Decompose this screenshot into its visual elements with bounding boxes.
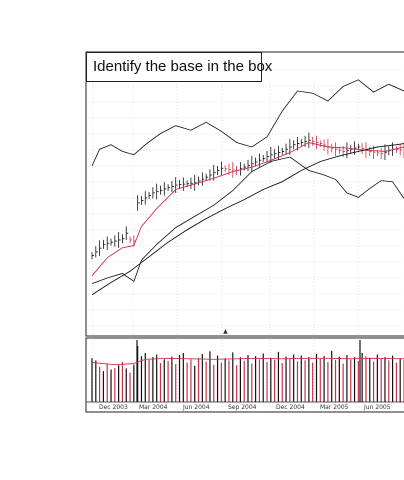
price-bar (182, 177, 186, 191)
chart-title: Identify the base in the box (86, 52, 272, 82)
volume-moving-average (91, 357, 404, 366)
price-bar (293, 140, 296, 150)
grid-lines (86, 69, 404, 412)
price-bar (259, 153, 262, 167)
x-tick-label: Sep 2004 (228, 404, 257, 411)
price-bar (232, 162, 235, 178)
price-bar (201, 172, 205, 186)
lower-band-line (91, 156, 404, 284)
x-tick-label: Jun 2005 (363, 404, 391, 411)
price-bar (110, 238, 114, 246)
price-bar (171, 180, 174, 192)
x-tick-label: Mar 2005 (320, 404, 349, 411)
price-bar (262, 155, 266, 162)
price-bar (312, 136, 315, 146)
price-bar (125, 226, 129, 240)
price-bar (114, 235, 117, 247)
price-bar (160, 185, 163, 195)
price-bar (209, 169, 212, 181)
price-bar (220, 161, 224, 175)
price-bar (354, 141, 357, 155)
price-bar (224, 165, 228, 173)
price-bar (156, 183, 159, 200)
price-panel-border (85, 51, 404, 337)
price-bar (167, 184, 171, 192)
price-bar (380, 148, 384, 160)
price-bar (251, 155, 254, 172)
relative-strength-line (91, 79, 404, 167)
price-bar (266, 150, 270, 163)
x-tick-label: Dec 2004 (276, 404, 305, 411)
price-bar (91, 252, 94, 259)
price-bar (95, 246, 98, 258)
price-bar (300, 139, 304, 146)
price-bar (179, 180, 182, 190)
indicator-lines (91, 79, 404, 296)
price-bar (274, 149, 277, 159)
volume-panel-border (85, 337, 404, 413)
x-tick-label: Mar 2004 (139, 404, 168, 411)
price-bar (395, 146, 399, 153)
price-bar (319, 140, 323, 147)
price-bar (285, 143, 289, 155)
price-bar (137, 195, 140, 211)
price-bar (316, 135, 319, 150)
x-tick-label: Dec 2003 (99, 404, 128, 411)
price-bar (281, 148, 285, 155)
price-bar (308, 132, 311, 149)
x-axis-ticks: Dec 2003 Mar 2004 Jun 2004 Sep 2004 Dec 2004… (99, 404, 391, 411)
price-bar (350, 144, 353, 154)
price-bar (346, 142, 349, 159)
price-bar (384, 144, 387, 161)
moving-average-short (91, 142, 404, 277)
moving-average-long (91, 143, 404, 296)
price-bar (163, 182, 167, 196)
price-bar (217, 166, 220, 175)
price-bar (106, 236, 110, 250)
price-bar (304, 135, 308, 147)
price-bar (361, 142, 365, 155)
x-tick-label: Jun 2004 (182, 404, 210, 411)
price-bar (247, 159, 250, 172)
price-bar (129, 236, 133, 244)
price-bar (99, 240, 102, 256)
price-bar (175, 177, 178, 193)
price-bar (190, 177, 193, 189)
price-bar (399, 144, 403, 156)
price-bar (152, 187, 155, 199)
price-bar (239, 162, 243, 176)
price-bar (103, 239, 106, 249)
price-bar (205, 173, 209, 181)
price-bar (255, 157, 258, 167)
price-bar (118, 232, 121, 248)
price-bar (323, 139, 327, 151)
price-bar (331, 143, 334, 153)
price-bar (194, 174, 197, 191)
price-bar (122, 234, 125, 244)
marker-glyph: ▲ (223, 328, 228, 335)
price-bar (335, 142, 338, 156)
price-bar (141, 195, 144, 205)
price-bar (144, 191, 148, 205)
volume-bars (86, 340, 404, 403)
price-bar (243, 163, 247, 171)
price-bar (198, 176, 201, 186)
price-bars: ▲ (91, 132, 404, 335)
price-bar (148, 192, 152, 199)
